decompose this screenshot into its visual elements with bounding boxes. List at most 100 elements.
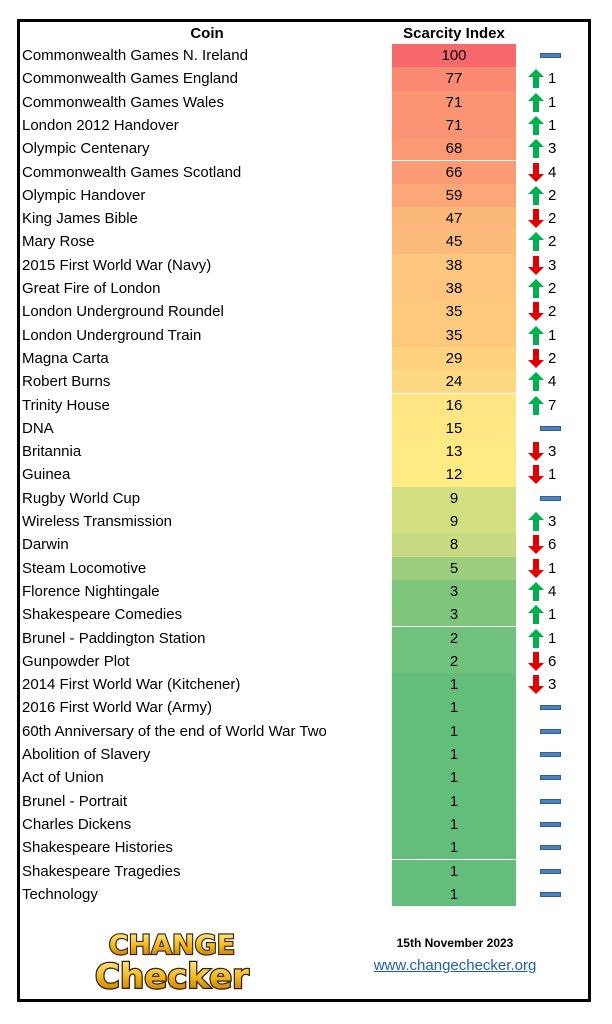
scarcity-index-cell: 1 (392, 859, 516, 883)
table-row: Charles Dickens 1 (22, 812, 582, 837)
coin-name: 2015 First World War (Navy) (22, 256, 212, 274)
arrow-up-icon (528, 232, 544, 252)
scarcity-index-cell: 24 (392, 370, 516, 394)
trend-indicator (522, 813, 582, 836)
scarcity-index-cell: 71 (392, 113, 516, 138)
table-row: Commonwealth Games N. Ireland 100 (22, 44, 582, 68)
trend-indicator: 2 (522, 184, 582, 207)
rank-change-value: 3 (548, 676, 557, 694)
no-change-icon (540, 752, 561, 757)
coin-name: Charles Dickens (22, 815, 132, 833)
scarcity-index-cell: 1 (392, 882, 516, 907)
trend-indicator: 4 (522, 370, 582, 393)
arrow-down-icon (528, 255, 544, 275)
trend-indicator: 1 (522, 324, 582, 347)
trend-indicator: 3 (522, 510, 582, 533)
scarcity-index-cell: 1 (392, 766, 516, 790)
arrow-down-icon (528, 558, 544, 578)
rank-change-value: 3 (548, 443, 557, 461)
no-change-icon (540, 705, 561, 711)
trend-indicator (522, 883, 582, 906)
trend-indicator: 2 (522, 300, 582, 323)
coin-name: Rugby World Cup (22, 489, 141, 507)
arrow-down-icon (528, 535, 544, 555)
coin-name: Olympic Centenary (22, 140, 150, 158)
coin-name: Abolition of Slavery (22, 746, 151, 763)
table-row: Technology 1 (22, 882, 582, 907)
coin-name: Darwin (22, 536, 69, 554)
scarcity-index-cell: 68 (392, 137, 516, 161)
trend-indicator: 3 (522, 254, 582, 277)
no-change-icon (540, 845, 561, 851)
coin-name: London Underground Roundel (22, 303, 224, 321)
trend-indicator: 1 (522, 603, 582, 626)
rank-change-value: 2 (548, 303, 557, 321)
trend-indicator: 1 (522, 67, 582, 90)
trend-indicator: 1 (522, 114, 582, 137)
coin-name: Gunpowder Plot (22, 652, 130, 670)
scarcity-index-cell: 77 (392, 67, 516, 91)
report-date: 15th November 2023 (396, 936, 514, 950)
arrow-down-icon (528, 302, 544, 322)
coin-name: Robert Burns (22, 373, 111, 391)
scarcity-index-column-header: Scarcity Index (403, 25, 505, 42)
scarcity-index-cell: 45 (392, 230, 516, 254)
table-row: DNA 15 (22, 416, 582, 441)
arrow-up-icon (528, 605, 544, 625)
no-change-icon (540, 775, 561, 781)
table-row: 2016 First World War (Army) 1 (22, 696, 582, 720)
trend-indicator: 6 (522, 650, 582, 673)
coin-name: Act of Union (22, 769, 104, 787)
rank-change-value: 1 (548, 629, 557, 647)
change-checker-logo[interactable]: CHANGE Checker (70, 926, 275, 994)
trend-indicator: 1 (522, 627, 582, 650)
scarcity-index-cell: 12 (392, 463, 516, 487)
scarcity-index-cell: 1 (392, 719, 516, 743)
rank-change-value: 3 (548, 256, 557, 274)
scarcity-index-cell: 13 (392, 440, 516, 464)
scarcity-index-cell: 3 (392, 579, 516, 604)
rank-change-value: 1 (548, 606, 557, 624)
website-link[interactable]: www.changechecker.org (373, 957, 537, 974)
coin-name: Technology (22, 885, 98, 903)
scarcity-index-cell: 16 (392, 393, 516, 417)
arrow-up-icon (528, 185, 544, 205)
scarcity-index-cell: 47 (392, 207, 516, 231)
coin-name: Commonwealth Games N. Ireland (22, 47, 248, 64)
coin-name: Commonwealth Games England (22, 70, 238, 88)
rank-change-value: 3 (548, 140, 557, 158)
trend-indicator: 4 (522, 580, 582, 603)
table-row: Rugby World Cup 9 (22, 486, 582, 510)
rank-change-value: 1 (548, 116, 557, 134)
arrow-up-icon (528, 512, 544, 531)
rank-change-value: 6 (548, 652, 557, 670)
coin-name: Trinity House (22, 396, 110, 414)
arrow-down-icon (528, 162, 544, 182)
arrow-up-icon (528, 395, 544, 415)
table-row: Shakespeare Histories 1 (22, 836, 582, 860)
rank-change-value: 4 (548, 163, 557, 181)
trend-indicator: 6 (522, 533, 582, 556)
table-row: Darwin 8 6 (22, 533, 582, 557)
table-row: Trinity House 16 7 (22, 393, 582, 417)
scarcity-index-cell: 100 (392, 44, 516, 68)
no-change-icon (540, 728, 561, 734)
coin-name: Wireless Transmission (22, 513, 173, 530)
scarcity-index-cell: 59 (392, 183, 516, 208)
table-row: Brunel - Portrait 1 (22, 789, 582, 813)
rank-change-value: 2 (548, 349, 557, 367)
scarcity-index-cell: 2 (392, 649, 516, 674)
table-row: King James Bible 47 2 (22, 207, 582, 231)
trend-indicator (522, 836, 582, 859)
coin-name: 2014 First World War (Kitchener) (22, 676, 241, 694)
trend-indicator: 7 (522, 394, 582, 417)
coin-name: Florence Nightingale (22, 582, 160, 600)
table-row: Shakespeare Comedies 3 1 (22, 603, 582, 627)
svg-text:Checker: Checker (95, 957, 249, 994)
coin-name: Shakespeare Tragedies (22, 862, 181, 880)
coin-name: King James Bible (22, 210, 138, 228)
table-row: Magna Carta 29 2 (22, 346, 582, 371)
table-row: 60th Anniversary of the end of World War… (22, 719, 582, 743)
scarcity-index-cell: 35 (392, 300, 516, 324)
arrow-up-icon (528, 628, 544, 648)
